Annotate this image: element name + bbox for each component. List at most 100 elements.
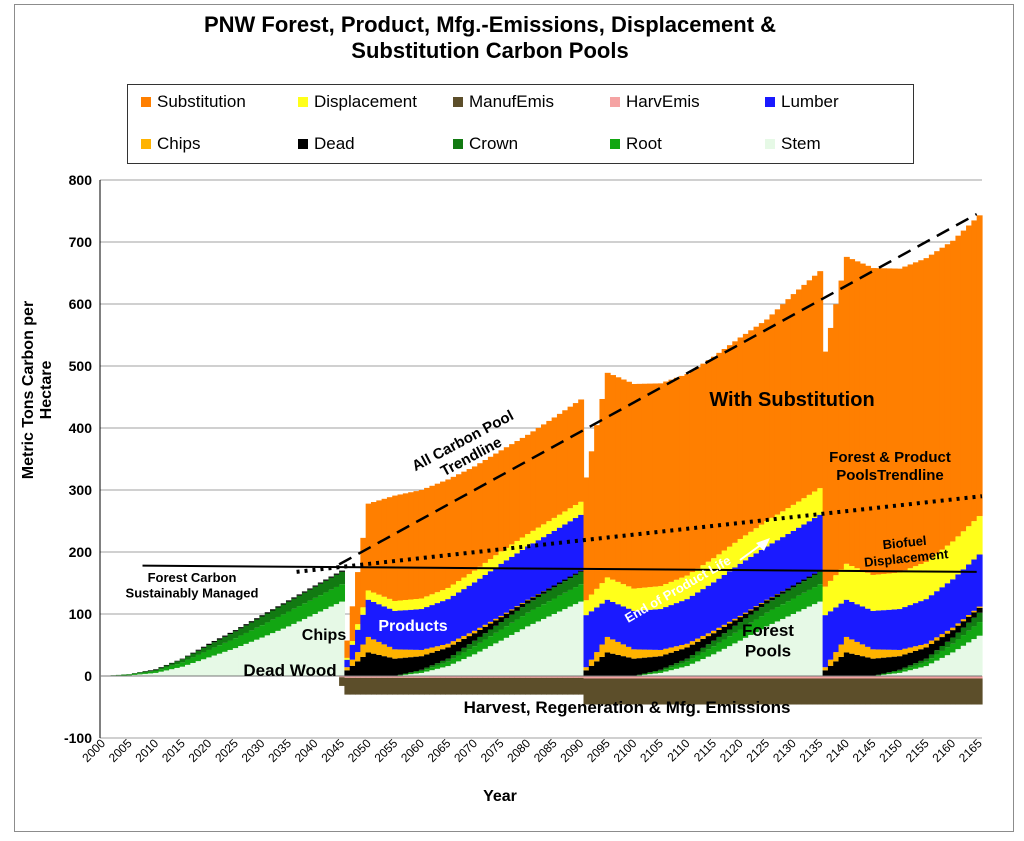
- trendline-dotted: [296, 494, 983, 574]
- bar-harvemis: [599, 676, 606, 679]
- bar-root: [450, 658, 457, 664]
- bar-root: [817, 584, 824, 602]
- annotation-line: Products: [378, 618, 447, 635]
- bar-lumber: [370, 601, 377, 640]
- bar-displacement: [599, 583, 606, 604]
- bar-lumber: [551, 530, 558, 586]
- bar-lumber: [711, 582, 717, 631]
- bar-harvemis: [950, 676, 957, 679]
- bar-substitution: [960, 230, 967, 532]
- bar-harvemis: [562, 676, 569, 678]
- bar-displacement: [657, 586, 664, 610]
- bar-lumber: [424, 607, 431, 649]
- bar-manufemis: [477, 677, 484, 695]
- bar-root: [200, 652, 207, 660]
- bar-stem: [232, 648, 239, 676]
- bar-chips: [498, 615, 505, 618]
- annotation-line: Forest & Product: [829, 449, 951, 466]
- bar-harvemis: [339, 676, 346, 678]
- bar-dead: [386, 657, 393, 676]
- bar-chips: [902, 648, 909, 655]
- bar-dead: [583, 670, 590, 676]
- bar-crown: [211, 642, 218, 648]
- legend-swatch-stem: [765, 139, 775, 149]
- x-axis-label: Year: [483, 788, 517, 805]
- legend-swatch-harvemis: [610, 97, 620, 107]
- bar-chips: [349, 659, 356, 666]
- bar-chips: [700, 635, 707, 639]
- bar-root: [572, 587, 579, 605]
- legend-item-substitution: Substitution: [141, 92, 246, 112]
- bar-harvemis: [392, 676, 399, 678]
- bar-manufemis: [509, 677, 516, 695]
- bar-dead: [758, 603, 765, 608]
- bar-dead: [562, 579, 569, 582]
- bar-manufemis: [514, 677, 521, 695]
- bar-lumber: [482, 574, 489, 625]
- bar-displacement: [700, 565, 707, 590]
- bar-dead: [960, 621, 967, 628]
- bar-dead: [801, 579, 808, 582]
- bar-chips: [886, 649, 893, 658]
- bar-crown: [185, 656, 191, 660]
- bar-crown: [774, 597, 781, 608]
- bar-lumber: [976, 554, 983, 607]
- bar-displacement: [493, 555, 500, 568]
- bar-lumber: [626, 608, 632, 647]
- bar-crown: [158, 667, 165, 670]
- bar-dead: [232, 630, 239, 632]
- bar-dead: [248, 621, 255, 623]
- bar-dead: [551, 585, 558, 588]
- bar-crown: [450, 655, 457, 659]
- legend-swatch-substitution: [141, 97, 151, 107]
- bar-manufemis: [790, 678, 797, 705]
- bar-harvemis: [466, 676, 473, 678]
- bar-dead: [652, 656, 659, 672]
- bar-stem: [291, 623, 298, 676]
- bar-harvemis: [610, 676, 616, 679]
- bar-displacement: [843, 563, 850, 600]
- annotation-harvest: Harvest, Regeneration & Mfg. Emissions: [464, 698, 791, 717]
- bar-chips: [748, 609, 755, 611]
- bar-harvemis: [891, 676, 898, 679]
- bar-crown: [285, 601, 292, 612]
- bar-harvemis: [583, 676, 590, 679]
- bar-displacement: [918, 564, 925, 602]
- bar-root: [928, 658, 935, 664]
- bar-root: [434, 665, 441, 669]
- bar-crown: [291, 598, 298, 609]
- bar-chips: [471, 630, 478, 634]
- bar-substitution: [344, 640, 351, 658]
- bar-lumber: [849, 601, 856, 640]
- bar-stem: [301, 618, 308, 676]
- bar-crown: [254, 619, 260, 628]
- bar-manufemis: [503, 677, 510, 695]
- bar-chips: [610, 639, 616, 654]
- bar-harvemis: [482, 676, 489, 678]
- bar-crown: [498, 622, 505, 630]
- annotation-line: Forest: [742, 621, 794, 640]
- bar-dead: [732, 620, 739, 626]
- bar-harvemis: [902, 676, 909, 679]
- bar-displacement: [726, 546, 733, 572]
- bar-displacement: [626, 586, 632, 609]
- bar-crown: [440, 660, 446, 664]
- bar-lumber: [620, 606, 627, 645]
- bar-substitution: [732, 341, 739, 543]
- bar-substitution: [934, 251, 941, 554]
- bar-root: [891, 672, 898, 674]
- bar-dead: [774, 594, 781, 598]
- bar-dead: [753, 607, 760, 611]
- bar-harvemis: [801, 676, 808, 679]
- bar-lumber: [833, 607, 840, 653]
- bar-dead: [705, 636, 712, 645]
- bar-dead: [370, 653, 377, 676]
- bar-lumber: [631, 610, 638, 650]
- bar-crown: [232, 631, 239, 639]
- bar-harvemis: [514, 676, 521, 678]
- bar-lumber: [944, 583, 951, 631]
- bar-stem: [429, 670, 436, 676]
- bar-chips: [711, 630, 717, 634]
- bar-lumber: [493, 567, 500, 619]
- bar-substitution: [418, 490, 425, 599]
